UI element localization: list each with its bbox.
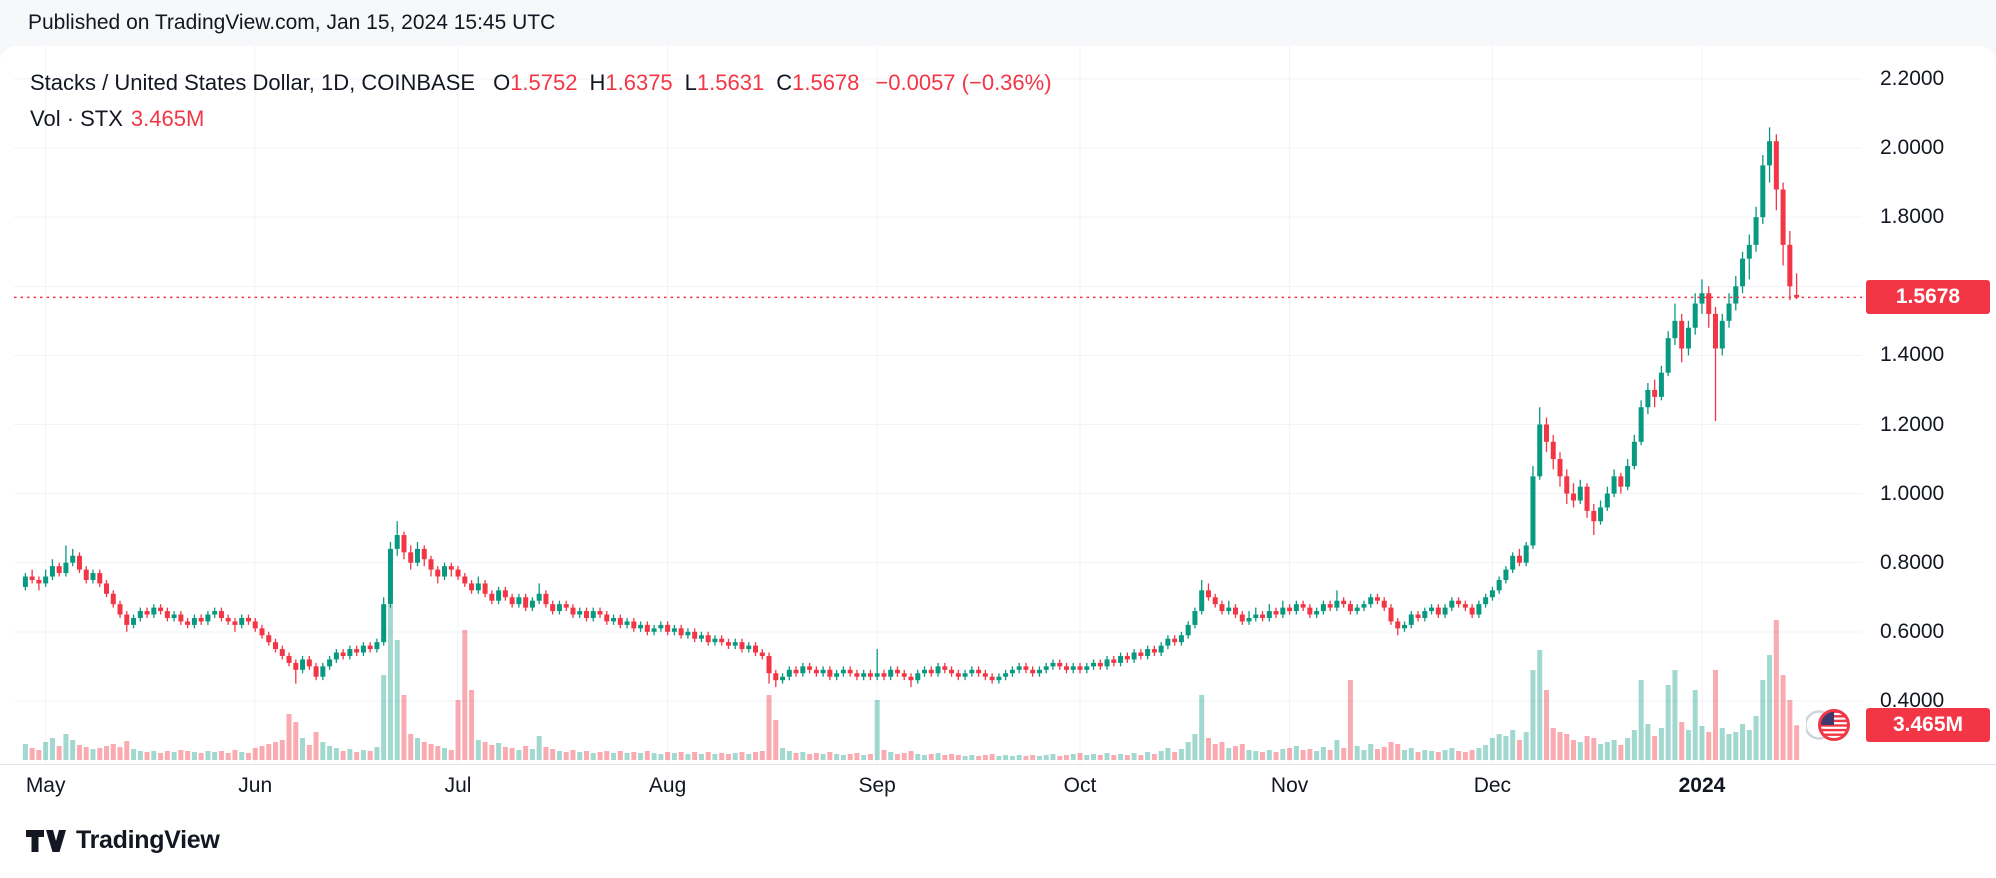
published-text: Published on TradingView.com, Jan 15, 20… [28,11,556,34]
price-tick-label: 0.4000 [1880,688,1945,712]
volume-layer [22,605,1800,760]
chart-legend: Stacks / United States Dollar, 1D, COINB… [30,70,1052,132]
price-tick-label: 1.0000 [1880,481,1945,505]
ohlc-close: C1.5678 [776,70,860,95]
price-tick-label: 1.4000 [1880,343,1945,367]
published-bar: Published on TradingView.com, Jan 15, 20… [0,0,1996,46]
time-tick-label: 2024 [1678,774,1726,797]
volume-row-value: 3.465M [130,106,205,131]
time-tick-label: Aug [648,774,687,797]
grid-layer [0,46,1996,765]
tradingview-logo[interactable]: TradingView [26,826,220,855]
chart-card: Stacks / United States Dollar, 1D, COINB… [0,46,1996,878]
price-tick-label: 1.2000 [1880,412,1945,436]
symbol-title: Stacks / United States Dollar, 1D, COINB… [30,70,476,95]
candlestick-chart[interactable] [0,46,1996,878]
last-volume-badge-text: 3.465M [1892,713,1964,737]
price-tick-label: 2.0000 [1880,136,1945,160]
time-tick-label: May [25,774,66,797]
time-axis[interactable]: May Jun Jul Aug Sep Oct Nov Dec 2024 [0,765,1996,809]
time-tick-label: Jul [444,774,472,797]
time-tick-label: Jun [238,774,273,797]
time-tick-label: Nov [1270,774,1309,797]
last-volume-badge: 3.465M [1866,708,1990,743]
price-axis[interactable]: 2.2000 2.0000 1.8000 1.4000 1.2000 1.0000 0.80… [1862,46,1996,765]
change-value: −0.0057 (−0.36%) [875,70,1052,95]
ohlc-open: O1.5752 [493,70,578,95]
us-flag-icon [1806,709,1850,742]
ohlc-high: H1.6375 [589,70,673,95]
symbol-row: Stacks / United States Dollar, 1D, COINB… [30,70,1052,96]
price-tick-label: 0.8000 [1880,550,1945,574]
brand-text: TradingView [76,826,220,854]
time-tick-label: Oct [1063,774,1097,797]
time-tick-label: Sep [858,774,896,797]
last-price-badge-text: 1.5678 [1895,285,1961,309]
time-tick-label: Dec [1473,774,1512,797]
price-tick-label: 0.6000 [1880,619,1945,643]
candles-layer [22,127,1800,688]
volume-row: Vol · STX 3.465M [30,106,1052,132]
price-tick-label: 2.2000 [1880,67,1945,90]
tradingview-mark-icon [26,829,66,852]
volume-row-label: Vol · STX [30,106,123,131]
price-tick-label: 1.8000 [1880,205,1945,229]
ohlc-low: L1.5631 [684,70,765,95]
last-price-badge: 1.5678 [1866,280,1990,315]
